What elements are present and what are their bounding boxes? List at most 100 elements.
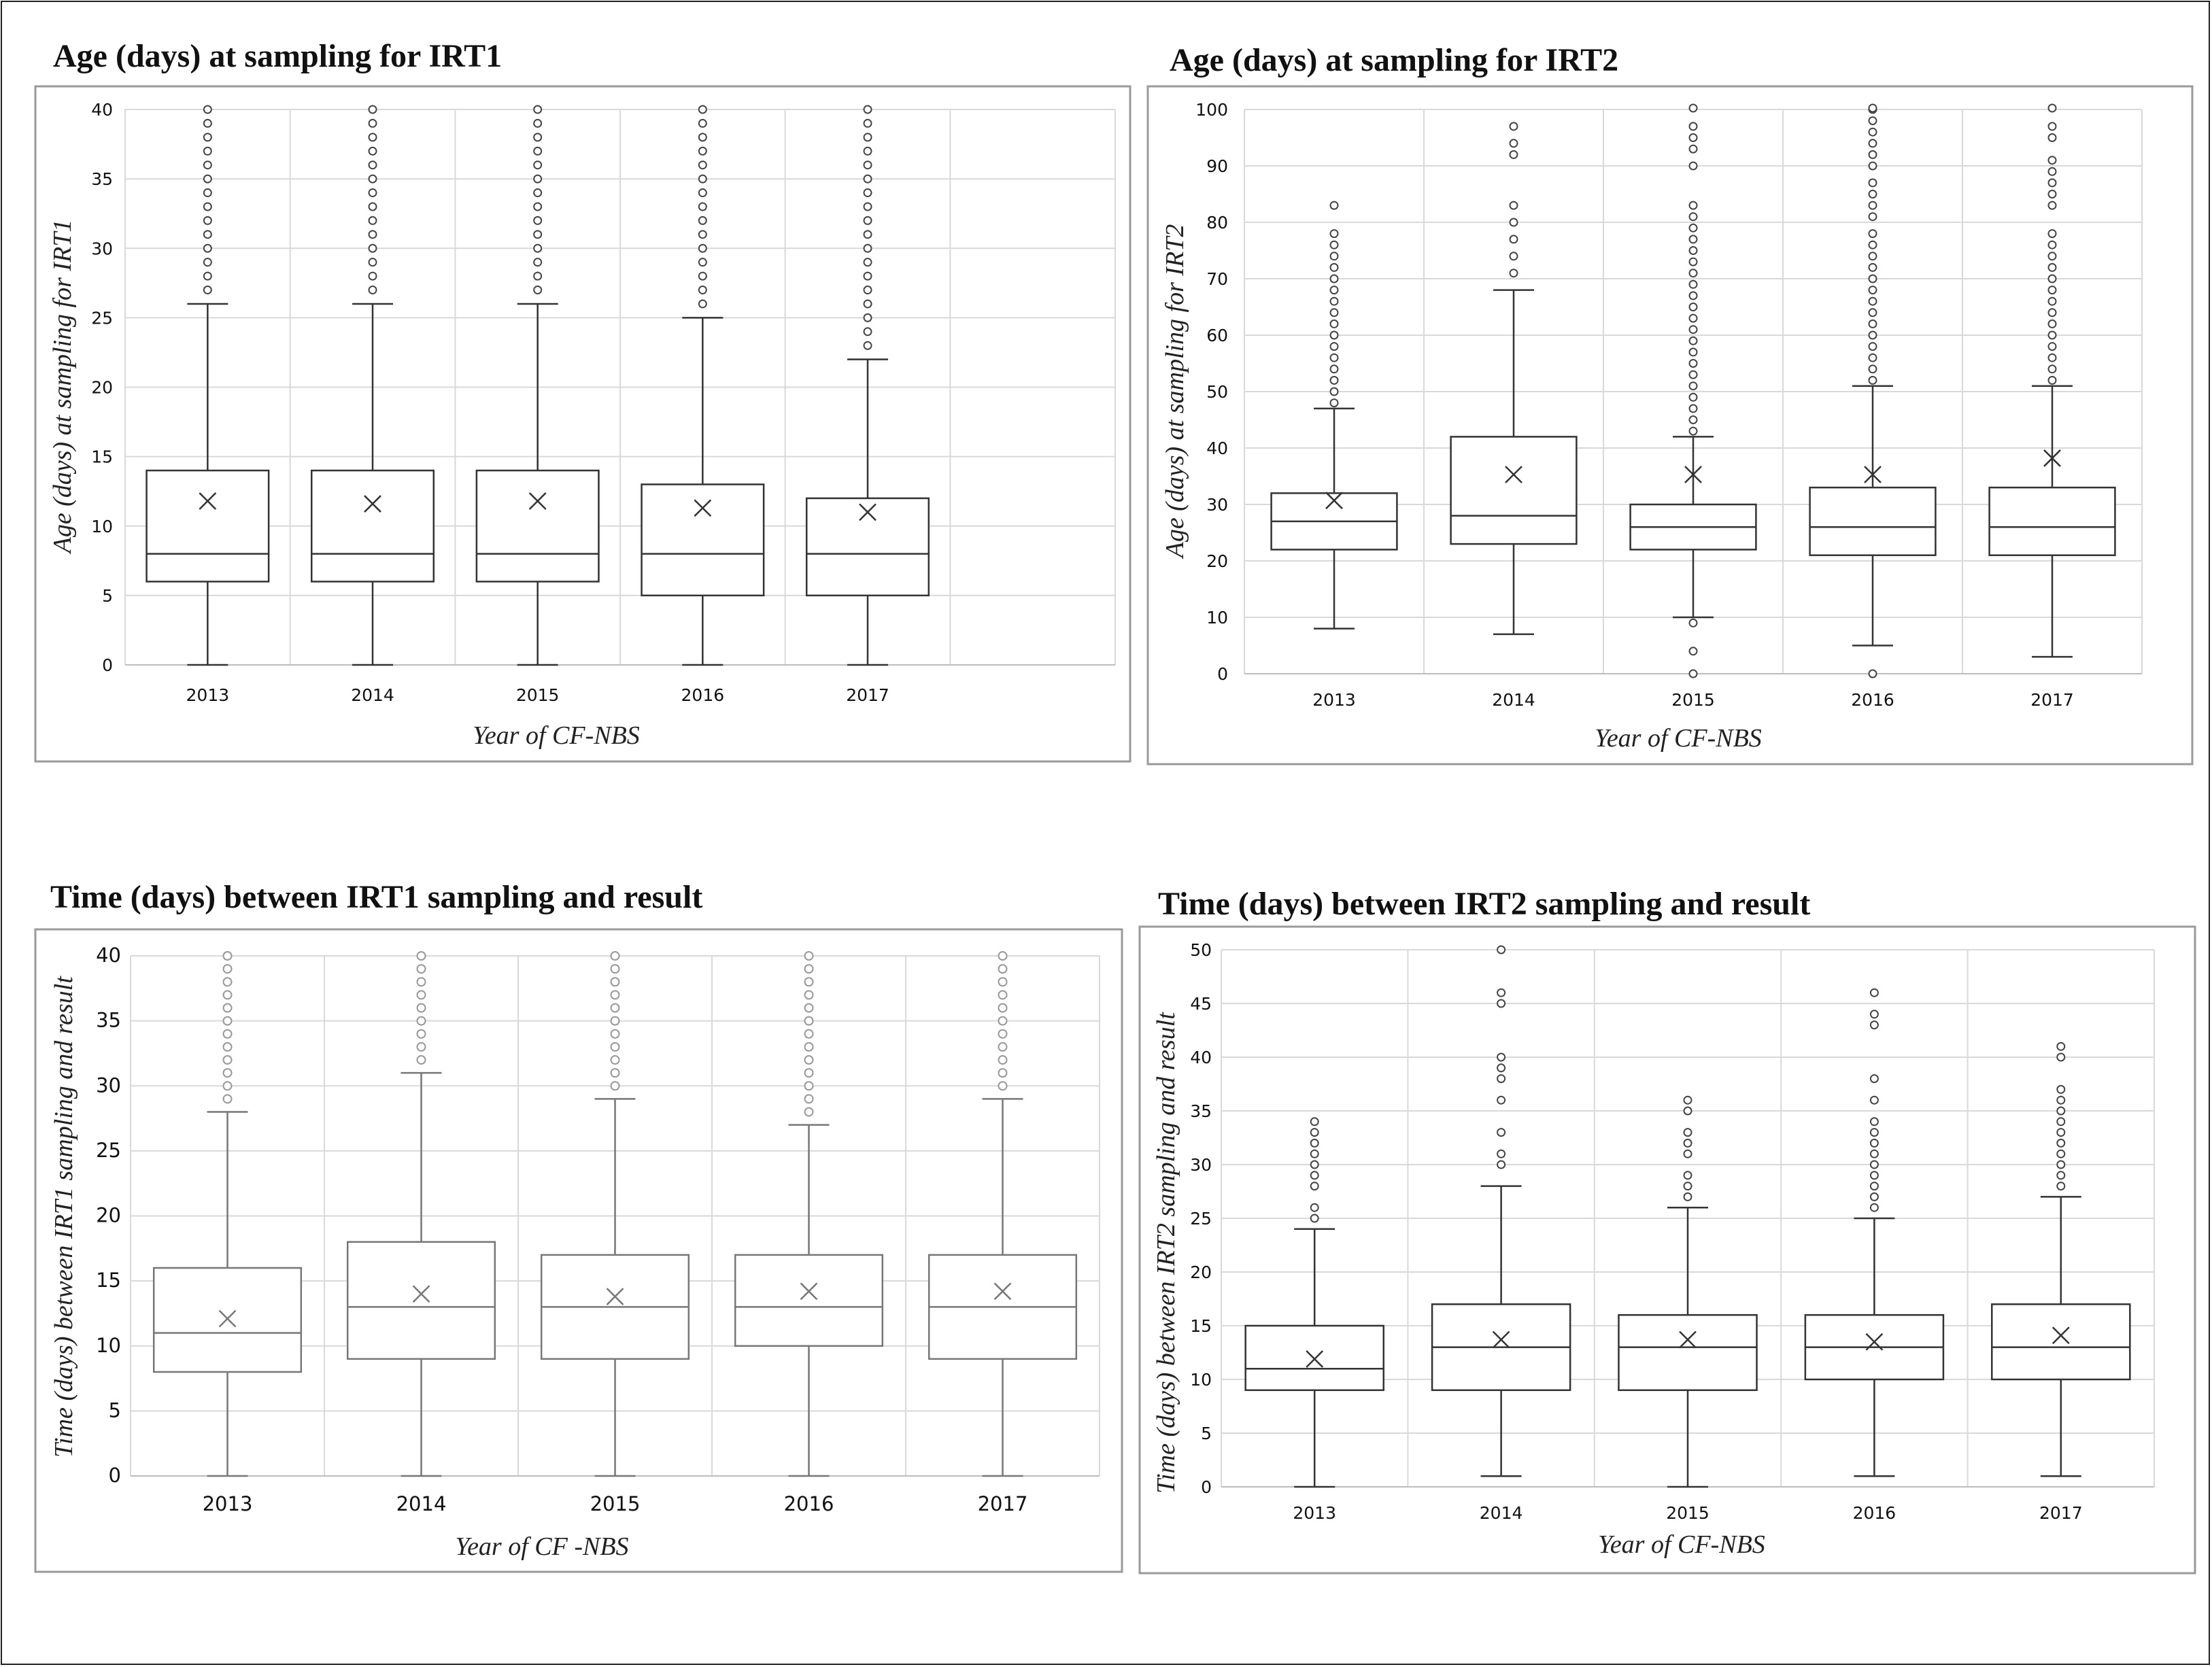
outlier-point bbox=[2047, 364, 2057, 374]
outlier-point bbox=[1868, 139, 1877, 148]
y-tick-label: 90 bbox=[1206, 156, 1228, 176]
chart-border bbox=[1138, 925, 2196, 1575]
outlier-point bbox=[998, 1081, 1008, 1091]
outlier-point bbox=[610, 1003, 620, 1013]
mean-marker-stroke bbox=[859, 503, 877, 521]
outlier-point bbox=[222, 990, 233, 1000]
outlier-point bbox=[1868, 375, 1877, 385]
outlier-point bbox=[2047, 190, 2057, 199]
outlier-point bbox=[1869, 1182, 1879, 1191]
outlier-point bbox=[368, 286, 377, 295]
outlier-point bbox=[1310, 1214, 1319, 1223]
outlier-point bbox=[1497, 1095, 1506, 1105]
outlier-point bbox=[1688, 336, 1698, 345]
outlier-point bbox=[2047, 156, 2057, 165]
box-iqr bbox=[641, 483, 765, 597]
mean-marker-stroke bbox=[1865, 1333, 1884, 1351]
outlier-point bbox=[222, 964, 233, 974]
outlier-point bbox=[1683, 1171, 1692, 1180]
outlier-point bbox=[610, 1029, 620, 1039]
box-iqr bbox=[1991, 1303, 2131, 1381]
outlier-point bbox=[416, 990, 426, 1000]
y-tick-label: 10 bbox=[96, 1334, 121, 1357]
y-tick-label: 35 bbox=[1190, 1101, 1212, 1121]
outlier-point bbox=[2047, 296, 2057, 306]
outlier-point bbox=[203, 118, 212, 128]
mean-marker-stroke bbox=[2043, 449, 2061, 467]
y-tick-label: 5 bbox=[1201, 1424, 1212, 1443]
mean-marker bbox=[1684, 466, 1702, 483]
outlier-point bbox=[1509, 269, 1518, 278]
outlier-point bbox=[1868, 319, 1877, 328]
outlier-point bbox=[1329, 319, 1339, 328]
outlier-point bbox=[533, 258, 543, 267]
box-iqr bbox=[146, 469, 270, 583]
y-tick-label: 35 bbox=[96, 1009, 121, 1032]
outlier-point bbox=[416, 964, 426, 974]
outlier-point bbox=[1868, 308, 1877, 317]
outlier-point bbox=[1683, 1095, 1692, 1105]
outlier-point bbox=[698, 188, 707, 198]
outlier-point bbox=[2056, 1095, 2066, 1105]
outlier-point bbox=[998, 1029, 1008, 1039]
mean-marker-stroke bbox=[1505, 466, 1522, 483]
outlier-point bbox=[1509, 201, 1518, 210]
outlier-point bbox=[2047, 103, 2057, 113]
outlier-point bbox=[1497, 1160, 1506, 1169]
chart-title: Age (days) at sampling for IRT1 bbox=[53, 38, 502, 74]
mean-marker bbox=[1864, 466, 1882, 483]
outlier-point bbox=[1868, 240, 1877, 250]
mean-marker bbox=[2052, 1326, 2070, 1345]
outlier-point bbox=[222, 1081, 233, 1091]
outlier-point bbox=[2047, 122, 2057, 131]
mean-marker-stroke bbox=[993, 1282, 1012, 1301]
mean-marker-stroke bbox=[412, 1285, 430, 1303]
outlier-point bbox=[1509, 139, 1518, 148]
outlier-point bbox=[610, 964, 620, 974]
box-iqr bbox=[152, 1267, 303, 1373]
outlier-point bbox=[1497, 1063, 1506, 1073]
outlier-point bbox=[1688, 359, 1698, 368]
y-tick-label: 0 bbox=[1217, 664, 1228, 684]
outlier-point bbox=[1868, 229, 1877, 239]
plot-area: 0 5 10 15 20 25 30 35 40 45 50 2013 2014 2015 2016 2017 bbox=[1190, 940, 2155, 1523]
panel-time-irt2: Time (days) between IRT2 sampling and re… bbox=[1138, 886, 2196, 1575]
outlier-point bbox=[1869, 1074, 1879, 1084]
outlier-point bbox=[2047, 229, 2057, 239]
y-tick-label: 0 bbox=[102, 655, 113, 675]
outlier-point bbox=[2056, 1160, 2066, 1169]
outlier-point bbox=[1868, 274, 1877, 283]
outlier-point bbox=[1497, 945, 1506, 955]
outlier-point bbox=[2047, 308, 2057, 317]
outlier-point bbox=[533, 243, 543, 253]
outlier-point bbox=[1497, 1052, 1506, 1062]
mean-marker bbox=[1865, 1333, 1884, 1351]
outlier-point bbox=[698, 258, 707, 267]
box-iqr bbox=[1988, 486, 2116, 556]
outlier-point bbox=[1688, 201, 1698, 210]
outlier-point bbox=[203, 243, 212, 253]
outlier-point bbox=[863, 174, 872, 184]
outlier-point bbox=[998, 1042, 1008, 1052]
y-tick-label: 20 bbox=[96, 1204, 121, 1227]
outlier-point bbox=[998, 990, 1008, 1000]
outlier-point bbox=[203, 188, 212, 198]
outlier-point bbox=[222, 1016, 233, 1026]
outlier-point bbox=[1868, 286, 1877, 295]
y-tick-label: 100 bbox=[1195, 100, 1228, 120]
mean-marker-stroke bbox=[218, 1309, 237, 1328]
outlier-point bbox=[804, 1094, 814, 1104]
y-tick-label: 15 bbox=[96, 1269, 121, 1292]
outlier-point bbox=[1509, 150, 1518, 159]
outlier-point bbox=[2047, 262, 2057, 272]
outlier-point bbox=[368, 160, 377, 170]
x-tick-label: 2014 bbox=[351, 685, 394, 705]
outlier-point bbox=[1688, 291, 1698, 300]
outlier-point bbox=[416, 951, 426, 961]
outlier-point bbox=[998, 951, 1008, 961]
plot-area: 0 10 20 30 40 50 60 70 80 90 100 2013 2014 2015 2016 20… bbox=[1195, 100, 2143, 710]
outlier-point bbox=[203, 160, 212, 170]
outlier-point bbox=[1509, 252, 1518, 261]
x-tick-label: 2017 bbox=[2039, 1503, 2083, 1523]
x-axis-label: Year of CF-NBS bbox=[1595, 724, 1762, 753]
